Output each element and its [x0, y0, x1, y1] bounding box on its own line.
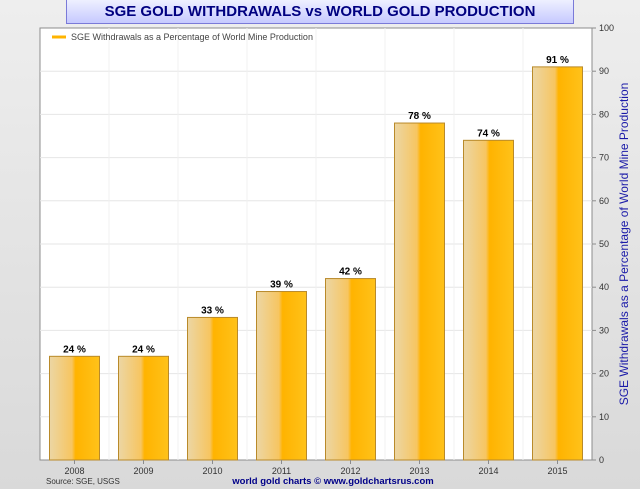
bar-2013 [394, 122, 445, 461]
y-tick-label-80: 80 [599, 109, 609, 119]
data-label-2010: 33 % [201, 305, 224, 316]
x-tick-label-2008: 2008 [64, 466, 84, 476]
x-tick-label-2014: 2014 [478, 466, 498, 476]
y-tick-label-100: 100 [599, 23, 614, 33]
x-tick-label-2015: 2015 [547, 466, 567, 476]
x-tick-label-2011: 2011 [272, 466, 291, 476]
y-tick-label-70: 70 [599, 153, 609, 163]
legend-label: SGE Withdrawals as a Percentage of World… [71, 32, 313, 42]
bar-2009 [118, 355, 169, 461]
bar-2012 [325, 278, 376, 461]
data-label-2013: 78 % [408, 111, 431, 122]
y-tick-label-90: 90 [599, 66, 609, 76]
source-note: Source: SGE, USGS [46, 477, 120, 486]
y-tick-label-20: 20 [599, 369, 609, 379]
bars [49, 66, 583, 461]
y-axis: 0 10 20 30 40 50 60 70 80 90 100 [592, 23, 614, 465]
bar-2008 [49, 355, 100, 461]
bar-2014 [463, 139, 514, 461]
data-label-2012: 42 % [339, 267, 362, 278]
data-label-2014: 74 % [477, 128, 500, 139]
y-axis-title: SGE Withdrawals as a Percentage of World… [617, 83, 631, 406]
y-tick-label-10: 10 [599, 412, 609, 422]
x-tick-label-2013: 2013 [409, 466, 429, 476]
bar-2010 [187, 316, 238, 461]
x-tick-label-2010: 2010 [202, 466, 222, 476]
y-tick-label-50: 50 [599, 239, 609, 249]
chart-title: SGE GOLD WITHDRAWALS vs WORLD GOLD PRODU… [66, 0, 574, 24]
data-label-2015: 91 % [546, 55, 569, 66]
y-tick-label-40: 40 [599, 282, 609, 292]
bar-2015 [532, 66, 583, 461]
y-tick-label-0: 0 [599, 455, 604, 465]
x-tick-label-2009: 2009 [133, 466, 153, 476]
data-label-2008: 24 % [63, 344, 86, 355]
x-axis: 2008 2009 2010 2011 2012 2013 2014 2015 [64, 460, 568, 476]
y-tick-label-60: 60 [599, 196, 609, 206]
bar-2011 [256, 291, 307, 461]
x-tick-label-2012: 2012 [340, 466, 360, 476]
data-label-2011: 39 % [270, 280, 293, 291]
y-tick-label-30: 30 [599, 325, 609, 335]
legend: SGE Withdrawals as a Percentage of World… [52, 32, 313, 42]
data-label-2009: 24 % [132, 344, 155, 355]
watermark: world gold charts © www.goldchartsrus.co… [231, 476, 433, 487]
data-labels: 24 % 24 % 33 % 39 % 42 % 78 % 74 % 91 % [63, 55, 569, 355]
